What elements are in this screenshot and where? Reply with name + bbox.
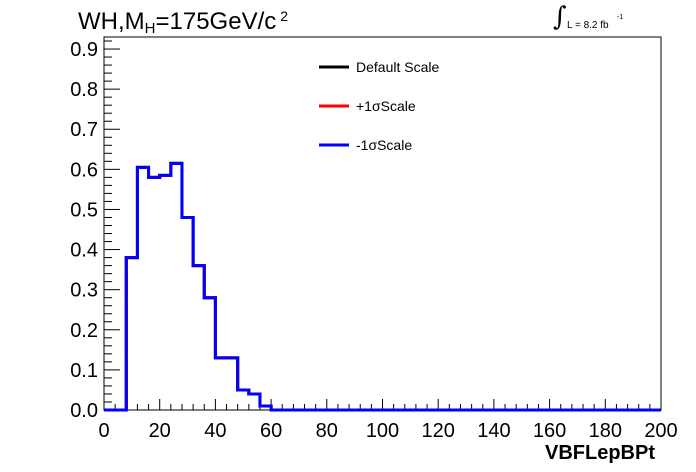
y-tick-label: 0.7	[70, 119, 98, 141]
y-tick-label: 0.4	[70, 240, 98, 262]
title-suffix: =175GeV/c	[155, 8, 277, 35]
luminosity-text: L = 8.2 fb	[567, 20, 609, 31]
x-tick-label: 100	[366, 420, 399, 442]
x-tick-label: 40	[204, 420, 226, 442]
title-prefix: WH,M	[78, 8, 145, 35]
series-line	[104, 161, 661, 412]
series-layer	[104, 161, 661, 412]
integral-symbol: ∫	[553, 2, 567, 32]
x-tick-label: 60	[260, 420, 282, 442]
x-tick-label: 140	[477, 420, 510, 442]
series-line	[104, 161, 661, 412]
y-tick-label: 0.1	[70, 360, 98, 382]
y-tick-label: 0.9	[70, 39, 98, 61]
y-tick-label: 0.6	[70, 159, 98, 181]
x-tick-label: 0	[98, 420, 109, 442]
y-tick-label: 0.5	[70, 199, 98, 221]
legend-label: -1σScale	[356, 137, 412, 153]
legend-label: Default Scale	[356, 59, 439, 75]
y-tick-label: 0.3	[70, 280, 98, 302]
y-axis: 0.0 0.1 0.2 0.3 0.4 0.5 0.6 0.7 0.8 0.9	[70, 39, 120, 422]
x-tick-label: 80	[316, 420, 338, 442]
plot-title: WH,MH=175GeV/c 2	[78, 8, 289, 37]
x-tick-label: 20	[149, 420, 171, 442]
x-axis-label: VBFLepBPt	[545, 442, 655, 464]
y-tick-label: 0.2	[70, 320, 98, 342]
x-tick-label: 180	[589, 420, 622, 442]
x-tick-label: 160	[533, 420, 566, 442]
x-tick-label: 200	[644, 420, 677, 442]
y-tick-label: 0.0	[70, 400, 98, 422]
x-axis: 0 20 40 60 80 100 120 140 160 180 200	[98, 399, 678, 442]
luminosity-superscript: -1	[617, 14, 624, 21]
title-subscript: H	[144, 20, 156, 37]
title-superscript: 2	[280, 8, 289, 24]
legend: Default Scale +1σScale -1σScale	[319, 59, 439, 153]
plot-frame	[103, 36, 662, 411]
x-tick-label: 120	[422, 420, 455, 442]
y-tick-label: 0.8	[70, 79, 98, 101]
legend-label: +1σScale	[356, 98, 416, 114]
series-line	[104, 161, 661, 412]
